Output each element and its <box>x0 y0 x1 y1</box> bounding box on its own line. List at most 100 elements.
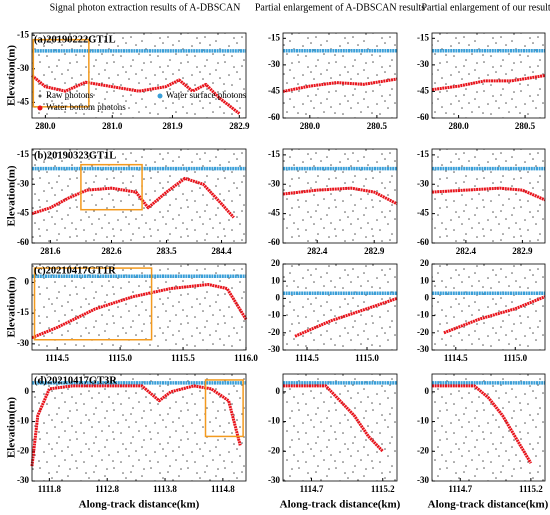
x-tick-label: 1114.5 <box>444 353 468 363</box>
y-tick-label: -15 <box>268 149 280 159</box>
legend-label: Raw photons <box>46 90 94 100</box>
raw-photons <box>283 264 397 350</box>
y-tick-label: -30 <box>417 344 429 354</box>
x-axis-label: Along-track distance(km) <box>428 499 549 511</box>
y-tick-label: -60 <box>417 112 429 122</box>
x-tick-label: 280.0 <box>448 121 469 131</box>
y-tick-label: -20 <box>417 445 429 455</box>
x-tick-label: 282.9 <box>229 121 250 131</box>
x-tick-label: 1112.8 <box>95 484 119 494</box>
legend-label: Water surface photons <box>166 90 247 100</box>
y-tick-label: 0 <box>276 386 281 396</box>
y-tick-label: -60 <box>417 237 429 247</box>
x-tick-label: 1114.7 <box>448 484 472 494</box>
y-axis-label: Elevation(m) <box>6 45 18 106</box>
y-tick-label: -30 <box>268 178 280 188</box>
y-tick-label: -15 <box>268 32 280 42</box>
y-tick-label: 10 <box>420 275 430 285</box>
y-tick-label: -20 <box>268 445 280 455</box>
raw-photons <box>32 374 246 481</box>
x-axis-label: Along-track distance(km) <box>280 499 401 511</box>
y-tick-label: -60 <box>268 112 280 122</box>
highlight-box <box>204 379 244 438</box>
y-tick-label: -30 <box>417 178 429 188</box>
x-tick-label: 1115.0 <box>108 353 132 363</box>
y-tick-label: -30 <box>268 475 280 485</box>
y-tick-label: -10 <box>268 310 280 320</box>
water-bottom <box>282 77 398 93</box>
raw-photons <box>283 374 397 481</box>
raw-photons <box>283 33 397 118</box>
y-tick-label: 20 <box>271 258 281 268</box>
plot-frame <box>431 263 546 351</box>
y-tick-label: 20 <box>420 258 430 268</box>
y-tick-label: -45 <box>268 208 280 218</box>
legend-swatch <box>38 94 42 98</box>
x-tick-label: 1114.7 <box>300 484 324 494</box>
water-bottom <box>31 74 241 115</box>
y-tick-label: -30 <box>17 178 29 188</box>
raw-photons <box>432 149 545 243</box>
raw-photons <box>432 264 545 350</box>
y-tick-label: -20 <box>417 327 429 337</box>
water-bottom <box>432 384 533 464</box>
x-tick-label: 1115.0 <box>503 353 527 363</box>
raw-photons <box>432 374 545 481</box>
column-title: Partial enlargement of our results <box>421 2 550 13</box>
y-tick-label: -20 <box>268 327 280 337</box>
raw-photons <box>32 33 246 118</box>
y-tick-label: -30 <box>268 344 280 354</box>
y-axis-label: Elevation(m) <box>6 165 18 226</box>
plot-frame <box>31 148 247 244</box>
water-bottom <box>30 384 242 467</box>
plot-frame <box>31 373 247 482</box>
y-tick-label: -30 <box>17 63 29 73</box>
x-tick-label: 282.9 <box>512 246 533 256</box>
x-tick-label: 283.5 <box>156 246 177 256</box>
x-tick-label: 1115.0 <box>355 353 379 363</box>
plot-frame <box>431 148 546 244</box>
y-tick-label: 10 <box>271 275 281 285</box>
y-tick-label: -30 <box>17 475 29 485</box>
x-tick-label: 280.0 <box>35 121 56 131</box>
y-tick-label: -10 <box>417 416 429 426</box>
raw-photons <box>32 264 246 350</box>
x-tick-label: 282.4 <box>307 246 328 256</box>
plot-frame <box>431 32 546 119</box>
y-tick-label: -45 <box>268 86 280 96</box>
highlight-box <box>33 267 153 341</box>
y-tick-label: -15 <box>17 149 29 159</box>
x-tick-label: 281.0 <box>102 121 123 131</box>
y-tick-label: -45 <box>417 208 429 218</box>
water-bottom <box>431 74 546 92</box>
x-tick-label: 282.9 <box>364 246 385 256</box>
x-tick-label: 281.6 <box>40 246 61 256</box>
column-title: Partial enlargement of A-DBSCAN results <box>255 2 425 13</box>
y-tick-label: -45 <box>17 96 29 106</box>
water-bottom <box>283 384 384 453</box>
x-tick-label: 1113.8 <box>153 484 177 494</box>
y-tick-label: -30 <box>268 59 280 69</box>
plot-frame <box>282 148 398 244</box>
y-tick-label: 0 <box>276 292 281 302</box>
y-tick-label: 0 <box>25 386 30 396</box>
x-tick-label: 1114.5 <box>45 353 69 363</box>
y-tick-label: -15 <box>417 149 429 159</box>
y-tick-label: 0 <box>425 292 430 302</box>
y-tick-label: -60 <box>268 237 280 247</box>
water-bottom <box>294 296 398 338</box>
legend-label: Water bottom photons <box>46 102 126 112</box>
column-title: Signal photon extraction results of A-DB… <box>50 2 241 13</box>
x-tick-label: 1115.5 <box>171 353 195 363</box>
y-tick-label: -15 <box>17 29 29 39</box>
plot-frame <box>282 373 398 482</box>
y-tick-label: -30 <box>417 475 429 485</box>
plot-frame <box>282 263 398 351</box>
y-tick-label: -10 <box>17 416 29 426</box>
y-tick-label: -10 <box>268 416 280 426</box>
raw-photons <box>432 33 545 118</box>
raw-photons <box>283 149 397 243</box>
y-tick-label: -15 <box>17 307 29 317</box>
x-tick-label: 1111.8 <box>38 484 62 494</box>
